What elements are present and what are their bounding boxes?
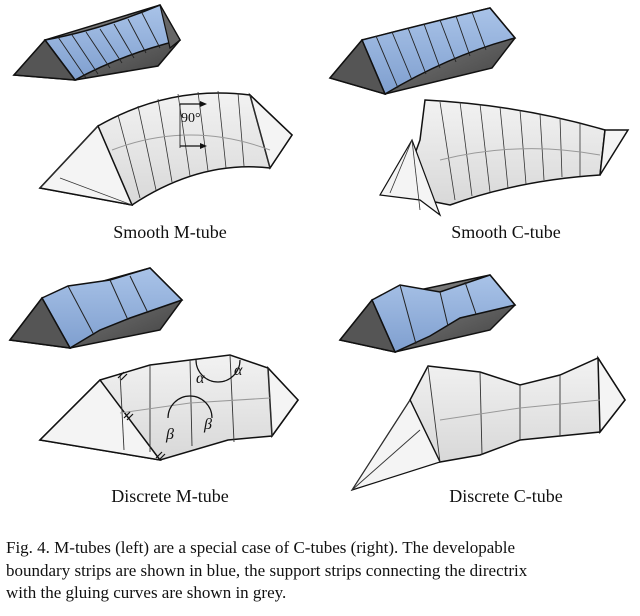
discrete-m-tube-label: Discrete M-tube — [111, 486, 229, 506]
beta-label-1: β — [165, 426, 174, 443]
figure-illustration: 90° — [8, 4, 630, 492]
caption-line: boundary strips are shown in blue, the s… — [6, 560, 528, 580]
alpha-label-1: α — [196, 370, 205, 387]
discrete-c-tube-blue-strip — [338, 274, 517, 354]
discrete-m-tube-blue-strip — [8, 267, 184, 350]
smooth-c-tube-label: Smooth C-tube — [451, 222, 561, 242]
smooth-m-tube-blue-strip — [12, 4, 182, 81]
smooth-c-tube-blue-strip — [328, 7, 517, 96]
smooth-m-tube-grey-strip: 90° — [38, 90, 293, 206]
beta-label-2: β — [203, 416, 212, 433]
discrete-m-tube-grey-strip: α α β β — [38, 354, 299, 462]
caption-line: Fig. 4. M-tubes (left) are a special cas… — [6, 538, 516, 557]
smooth-c-tube-grey-strip — [379, 99, 630, 217]
figure-caption: Fig. 4. M-tubes (left) are a special cas… — [6, 537, 636, 605]
angle-label: 90° — [181, 111, 201, 126]
discrete-c-tube-grey-strip — [350, 355, 626, 492]
alpha-label-2: α — [234, 362, 243, 379]
smooth-m-tube-label: Smooth M-tube — [113, 222, 227, 242]
discrete-c-tube-label: Discrete C-tube — [449, 486, 563, 506]
caption-line: with the gluing curves are shown in grey… — [6, 583, 287, 602]
